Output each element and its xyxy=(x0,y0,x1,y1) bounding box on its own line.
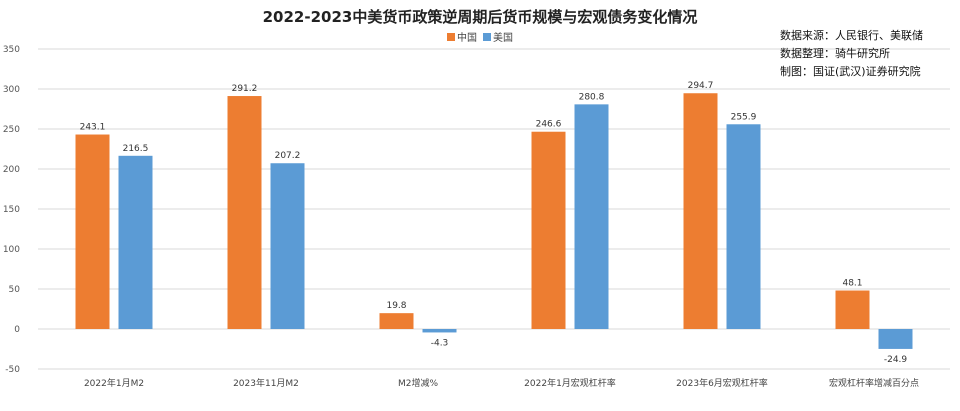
bar xyxy=(118,155,153,329)
y-axis: -50 0 50 100 150 200 250 300 350 xyxy=(3,45,20,375)
data-label: 246.6 xyxy=(536,120,562,130)
y-tick-label: 350 xyxy=(3,45,20,55)
bar xyxy=(227,96,262,329)
bar xyxy=(379,313,414,329)
data-label: 280.8 xyxy=(579,92,605,102)
x-tick-label: 2022年1月M2 xyxy=(84,377,144,389)
bar xyxy=(270,163,305,329)
x-tick-label: M2增减% xyxy=(398,377,438,389)
legend-swatch xyxy=(447,33,455,41)
data-label: 255.9 xyxy=(731,112,757,122)
bar xyxy=(726,124,761,329)
note-compiled: 数据整理：骑牛研究所 xyxy=(780,47,890,60)
y-tick-label: -50 xyxy=(5,365,20,375)
bar xyxy=(574,104,609,329)
y-tick-label: 300 xyxy=(3,85,20,95)
y-tick-label: 250 xyxy=(3,125,20,135)
y-tick-label: 50 xyxy=(9,285,21,295)
bar xyxy=(683,93,718,330)
legend-label: 美国 xyxy=(493,31,513,44)
y-tick-label: 150 xyxy=(3,205,20,215)
data-label: 294.7 xyxy=(688,81,714,91)
data-label: 19.8 xyxy=(386,301,406,311)
x-tick-label: 2022年1月宏观杠杆率 xyxy=(524,377,616,389)
y-tick-label: 100 xyxy=(3,245,20,255)
y-tick-label: 200 xyxy=(3,165,20,175)
x-tick-label: 2023年6月宏观杠杆率 xyxy=(676,377,768,389)
data-label: -4.3 xyxy=(431,338,449,348)
data-labels: 243.1 216.5 291.2 207.2 19.8 -4.3 246.6 280.8 29… xyxy=(80,81,908,365)
bar xyxy=(835,290,870,329)
y-tick-label: 0 xyxy=(14,325,20,335)
chart-title: 2022-2023中美货币政策逆周期后货币规模与宏观债务变化情况 xyxy=(263,8,698,26)
legend-swatch xyxy=(483,33,491,41)
bar xyxy=(878,329,913,349)
bar xyxy=(75,134,110,329)
data-label: 243.1 xyxy=(80,123,106,133)
legend-label: 中国 xyxy=(457,31,477,44)
data-label: 207.2 xyxy=(275,151,301,161)
bar xyxy=(531,131,566,329)
bar xyxy=(422,329,457,333)
data-label: 48.1 xyxy=(842,279,862,289)
note-source: 数据来源：人民银行、美联储 xyxy=(780,29,923,42)
x-tick-label: 2023年11月M2 xyxy=(233,377,299,389)
gridlines xyxy=(38,48,950,370)
x-axis: 2022年1月M2 2023年11月M2 M2增减% 2022年1月宏观杠杆率 2023… xyxy=(84,377,919,389)
data-label: 216.5 xyxy=(123,144,149,154)
legend: 中国 美国 xyxy=(447,31,513,44)
x-tick-label: 宏观杠杆率增减百分点 xyxy=(829,377,919,389)
source-notes: 数据来源：人民银行、美联储 数据整理：骑牛研究所 制图：国证(武汉)证券研究院 xyxy=(780,27,950,81)
bars xyxy=(75,93,913,349)
data-label: -24.9 xyxy=(884,355,908,365)
data-label: 291.2 xyxy=(232,84,258,94)
note-chart-by: 制图：国证(武汉)证券研究院 xyxy=(780,65,921,78)
